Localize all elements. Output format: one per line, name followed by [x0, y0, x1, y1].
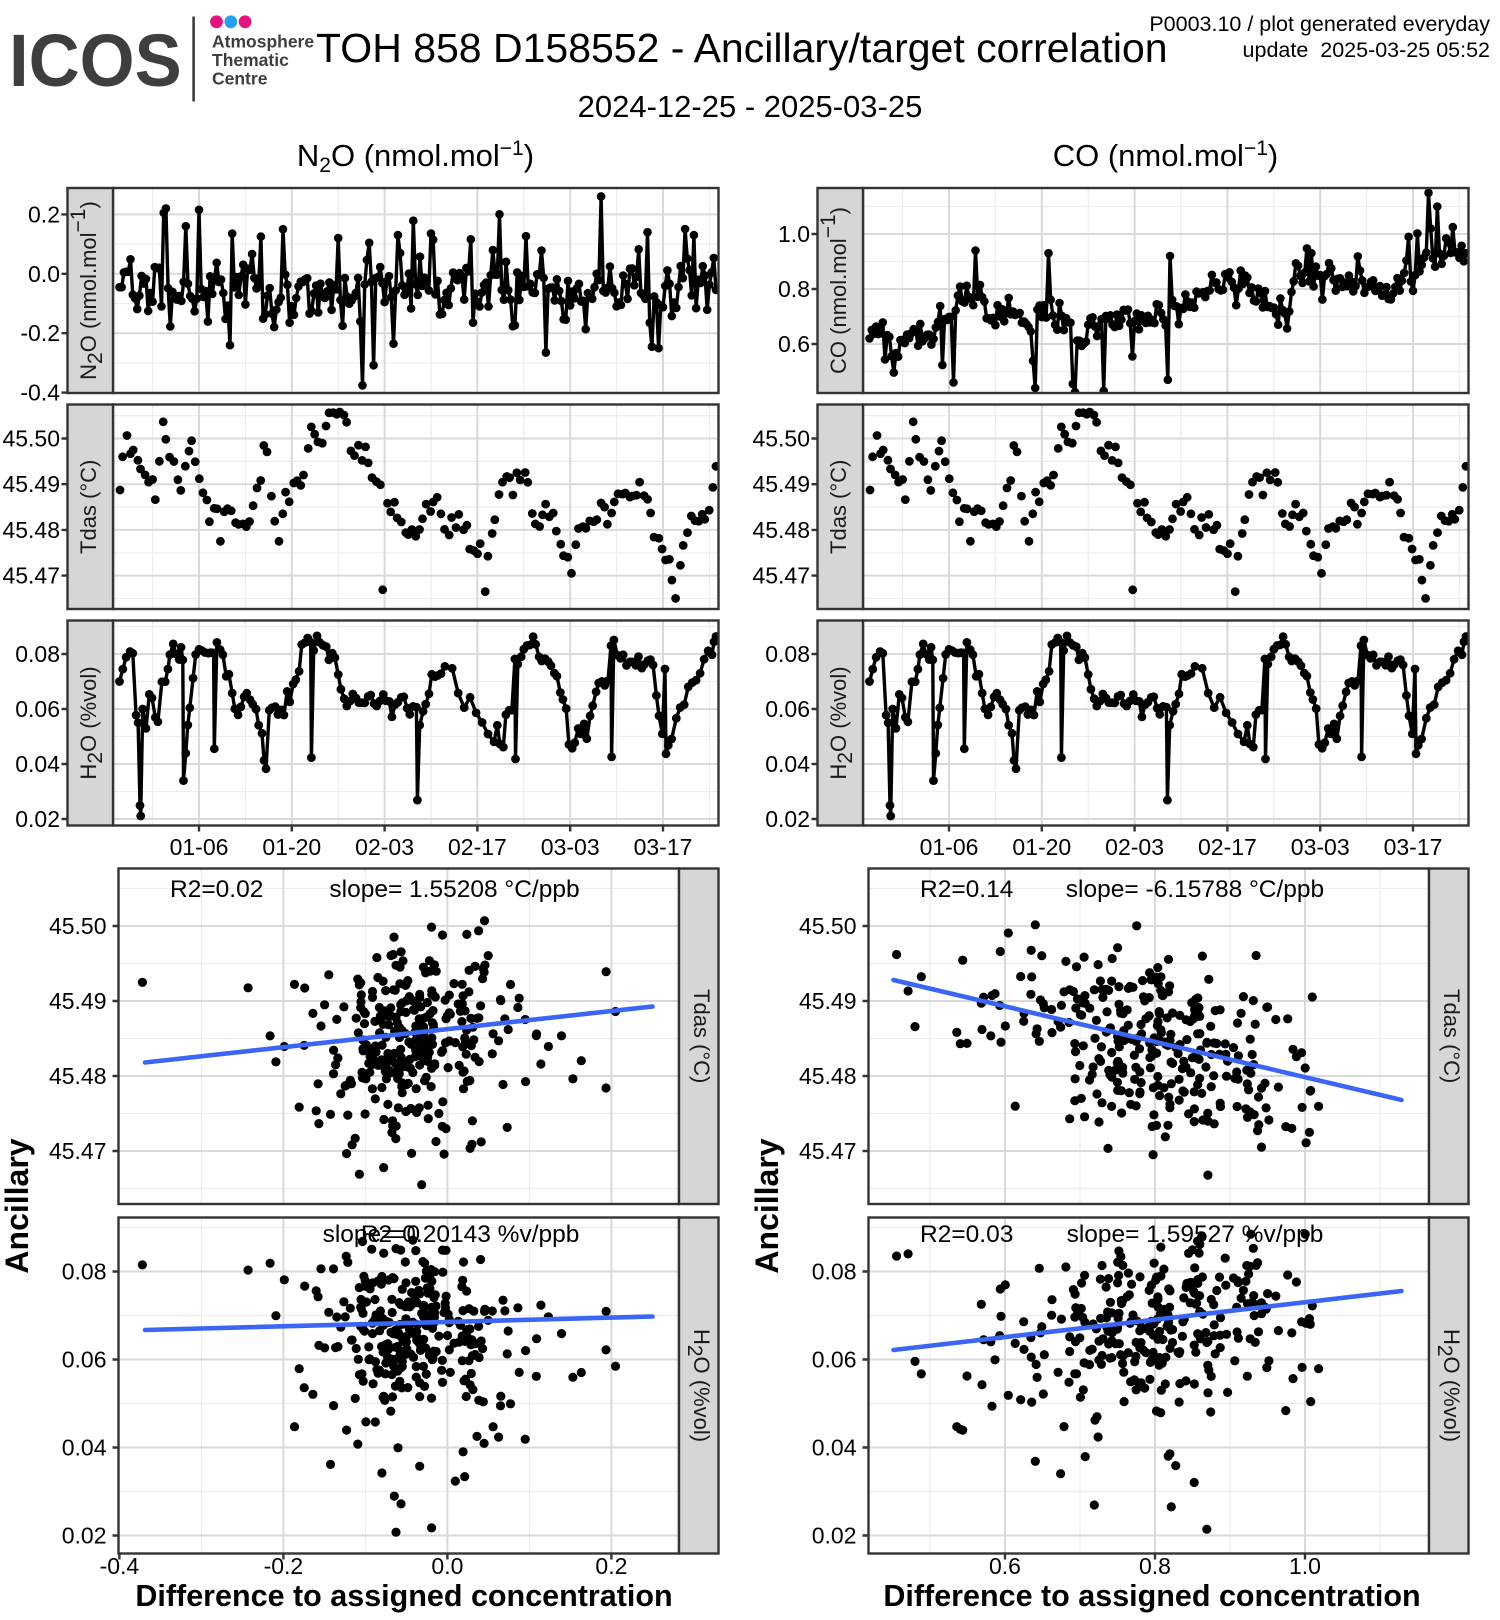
svg-text:03-03: 03-03 [541, 834, 600, 860]
svg-text:slope= 1.59527 %v/ppb: slope= 1.59527 %v/ppb [1067, 1221, 1324, 1248]
svg-text:-0.4: -0.4 [100, 1553, 140, 1579]
svg-text:-0.2: -0.2 [20, 320, 60, 346]
svg-text:02-03: 02-03 [1105, 834, 1164, 860]
svg-text:45.47: 45.47 [799, 1138, 857, 1164]
svg-text:slope= -6.15788 °C/ppb: slope= -6.15788 °C/ppb [1066, 876, 1324, 903]
svg-text:slope= 0.20143 %v/ppb: slope= 0.20143 %v/ppb [323, 1221, 580, 1248]
svg-text:1.0: 1.0 [1289, 1553, 1321, 1579]
svg-text:R2=0.03: R2=0.03 [920, 1221, 1013, 1248]
svg-text:0.08: 0.08 [15, 641, 60, 667]
svg-text:45.48: 45.48 [49, 1063, 107, 1089]
svg-text:0.04: 0.04 [15, 751, 60, 777]
svg-text:N2O (nmol.mol−1): N2O (nmol.mol−1) [297, 137, 534, 177]
svg-text:45.50: 45.50 [752, 426, 810, 452]
svg-text:45.49: 45.49 [2, 471, 60, 497]
svg-text:45.49: 45.49 [752, 471, 810, 497]
svg-text:01-06: 01-06 [920, 834, 979, 860]
svg-text:H2O (%vol): H2O (%vol) [683, 1329, 714, 1442]
svg-text:01-20: 01-20 [262, 834, 321, 860]
svg-text:0.2: 0.2 [28, 201, 60, 227]
svg-text:-0.2: -0.2 [264, 1553, 304, 1579]
svg-text:45.48: 45.48 [752, 517, 810, 543]
svg-text:Centre: Centre [212, 69, 268, 89]
svg-text:0.02: 0.02 [765, 806, 810, 832]
svg-text:0.08: 0.08 [62, 1259, 107, 1285]
svg-text:45.47: 45.47 [752, 563, 810, 589]
svg-text:01-06: 01-06 [170, 834, 229, 860]
svg-text:45.50: 45.50 [799, 913, 857, 939]
svg-text:Difference to assigned concent: Difference to assigned concentration [883, 1579, 1420, 1613]
svg-text:2024-12-25 - 2025-03-25: 2024-12-25 - 2025-03-25 [578, 89, 923, 124]
svg-text:01-20: 01-20 [1012, 834, 1071, 860]
svg-text:02-03: 02-03 [355, 834, 414, 860]
svg-text:ICOS: ICOS [9, 21, 182, 103]
svg-text:45.47: 45.47 [49, 1138, 107, 1164]
svg-text:45.49: 45.49 [49, 988, 107, 1014]
svg-text:0.0: 0.0 [431, 1553, 463, 1579]
svg-text:Tdas (°C): Tdas (°C) [1439, 989, 1464, 1083]
svg-text:0.8: 0.8 [1139, 1553, 1171, 1579]
svg-text:Tdas (°C): Tdas (°C) [826, 460, 851, 554]
svg-text:0.06: 0.06 [812, 1347, 857, 1373]
svg-text:Ancillary: Ancillary [0, 1138, 35, 1273]
svg-text:R2=0.14: R2=0.14 [920, 876, 1013, 903]
svg-text:0.06: 0.06 [765, 696, 810, 722]
svg-text:45.48: 45.48 [799, 1063, 857, 1089]
svg-text:Tdas (°C): Tdas (°C) [76, 460, 101, 554]
svg-text:0.6: 0.6 [778, 331, 810, 357]
svg-text:0.02: 0.02 [62, 1523, 107, 1549]
svg-text:H2O (%vol): H2O (%vol) [76, 666, 107, 779]
svg-text:0.8: 0.8 [778, 276, 810, 302]
svg-text:Ancillary: Ancillary [749, 1138, 785, 1273]
svg-text:CO (nmol.mol−1): CO (nmol.mol−1) [1053, 137, 1278, 173]
svg-text:0.04: 0.04 [62, 1435, 107, 1461]
svg-text:P0003.10 / plot generated ever: P0003.10 / plot generated everyday [1149, 12, 1490, 36]
svg-text:0.06: 0.06 [15, 696, 60, 722]
svg-text:03-03: 03-03 [1291, 834, 1350, 860]
svg-text:R2=0: R2=0 [361, 1221, 420, 1248]
svg-text:R2=0.02: R2=0.02 [170, 876, 263, 903]
svg-text:0.02: 0.02 [15, 806, 60, 832]
svg-text:0.6: 0.6 [989, 1553, 1021, 1579]
svg-text:Tdas (°C): Tdas (°C) [689, 989, 714, 1083]
svg-text:Difference to assigned concent: Difference to assigned concentration [135, 1579, 672, 1613]
svg-text:-0.4: -0.4 [20, 380, 60, 406]
svg-text:02-17: 02-17 [1198, 834, 1257, 860]
svg-text:Atmosphere: Atmosphere [212, 32, 314, 52]
svg-text:slope= 1.55208 °C/ppb: slope= 1.55208 °C/ppb [329, 876, 579, 903]
svg-text:45.50: 45.50 [49, 913, 107, 939]
svg-text:Thematic: Thematic [212, 50, 289, 70]
svg-text:0.04: 0.04 [765, 751, 810, 777]
svg-text:45.48: 45.48 [2, 517, 60, 543]
svg-text:1.0: 1.0 [778, 221, 810, 247]
svg-text:0.04: 0.04 [812, 1435, 857, 1461]
svg-text:0.2: 0.2 [595, 1553, 627, 1579]
svg-text:0.02: 0.02 [812, 1523, 857, 1549]
svg-text:02-17: 02-17 [448, 834, 507, 860]
svg-text:45.49: 45.49 [799, 988, 857, 1014]
svg-text:03-17: 03-17 [634, 834, 693, 860]
svg-text:03-17: 03-17 [1384, 834, 1443, 860]
svg-text:TOH 858 D158552 - Ancillary/ta: TOH 858 D158552 - Ancillary/target corre… [316, 25, 1168, 71]
svg-text:update 2025-03-25 05:52: update 2025-03-25 05:52 [1243, 38, 1490, 62]
svg-text:0.06: 0.06 [62, 1347, 107, 1373]
svg-text:0.0: 0.0 [28, 261, 60, 287]
svg-text:45.47: 45.47 [2, 563, 60, 589]
svg-text:45.50: 45.50 [2, 426, 60, 452]
svg-text:0.08: 0.08 [812, 1259, 857, 1285]
svg-text:0.08: 0.08 [765, 641, 810, 667]
